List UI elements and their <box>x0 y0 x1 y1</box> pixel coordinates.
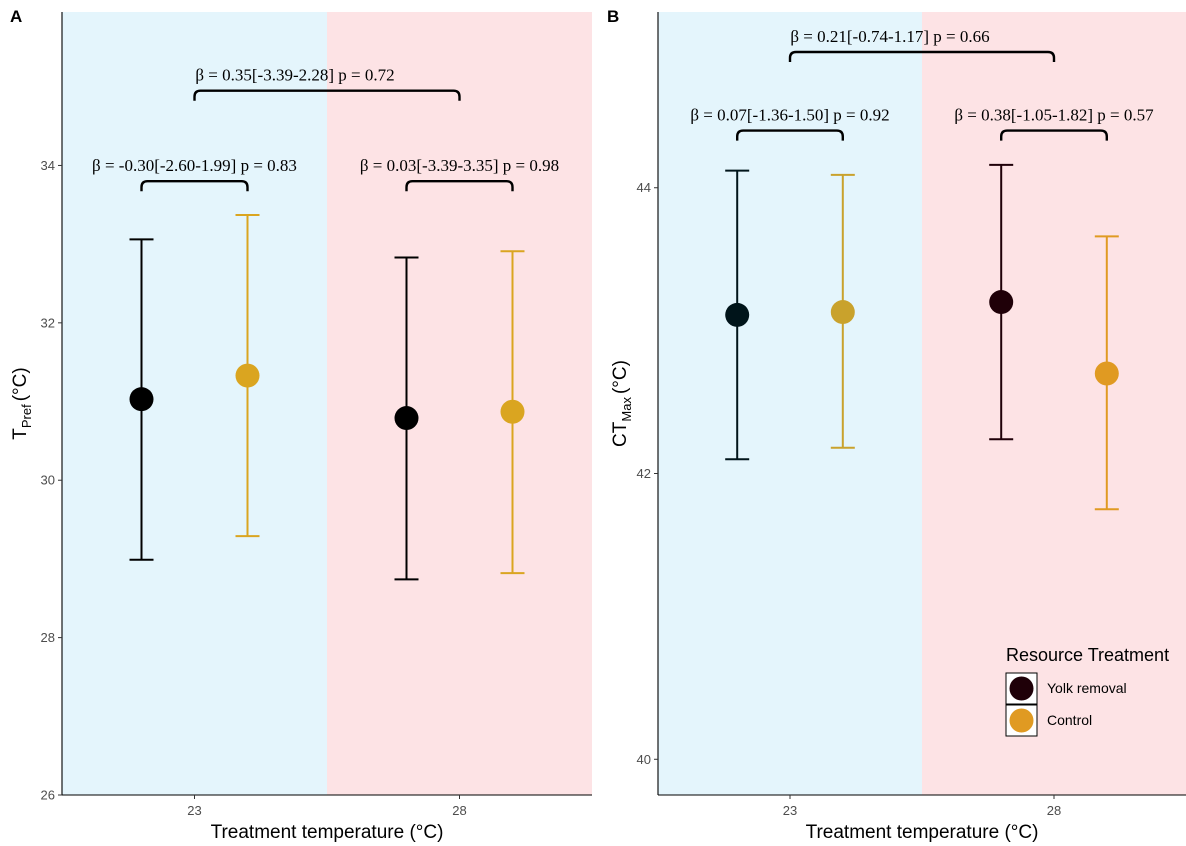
x-tick-label: 28 <box>452 803 466 818</box>
background-band-28 <box>922 12 1186 795</box>
y-tick-label: 28 <box>41 630 55 645</box>
y-tick-label: 26 <box>41 788 55 803</box>
data-point <box>1094 361 1119 386</box>
data-point <box>725 302 750 327</box>
errorbar-yolk-removal-28 <box>989 163 1014 441</box>
data-point <box>394 406 419 431</box>
background-band-23 <box>62 12 327 795</box>
annotation-label: β = 0.35[-3.39-2.28] p = 0.72 <box>195 66 394 85</box>
annotation-label: β = -0.30[-2.60-1.99] p = 0.83 <box>92 156 297 175</box>
data-point <box>989 290 1014 315</box>
x-axis-title: Treatment temperature (°C) <box>211 822 444 843</box>
data-point <box>129 387 154 412</box>
legend-label: Yolk removal <box>1047 680 1127 696</box>
legend-key-marker <box>1009 708 1034 733</box>
y-axis-title: TPref (°C) <box>10 367 34 439</box>
x-tick-label: 23 <box>187 803 201 818</box>
y-tick-label: 34 <box>41 158 55 173</box>
significance-bracket <box>140 179 249 192</box>
y-axis-title-main: T <box>10 428 31 440</box>
y-axis-title-subscript: Max <box>619 397 634 422</box>
y-tick-label: 44 <box>637 180 651 195</box>
y-tick-label: 42 <box>637 466 651 481</box>
significance-bracket <box>1000 129 1108 141</box>
errorbar-control-28 <box>500 250 525 575</box>
errorbar-yolk-removal-23 <box>725 169 750 461</box>
significance-bracket <box>405 179 514 192</box>
data-point <box>500 399 525 424</box>
y-axis-title-subscript: Pref <box>19 404 34 428</box>
y-axis-title-main: CT <box>610 421 631 447</box>
legend-title: Resource Treatment <box>1006 645 1169 665</box>
x-tick-label: 23 <box>783 803 797 818</box>
annotation-label: β = 0.21[-0.74-1.17] p = 0.66 <box>790 27 989 46</box>
x-axis-title: Treatment temperature (°C) <box>806 822 1039 843</box>
y-axis-title-unit: (°C) <box>10 367 31 401</box>
annotation-label: β = 0.03[-3.39-3.35] p = 0.98 <box>360 156 559 175</box>
x-tick-label: 28 <box>1047 803 1061 818</box>
data-point <box>235 363 260 388</box>
panel-letter: B <box>607 7 619 26</box>
legend-key-marker <box>1009 676 1034 701</box>
legend: Resource Treatment Yolk removal Control <box>1005 645 1169 737</box>
y-tick-label: 32 <box>41 315 55 330</box>
y-axis-title: CTMax (°C) <box>610 360 634 447</box>
y-tick-label: 30 <box>41 473 55 488</box>
y-axis-title-unit: (°C) <box>610 360 631 394</box>
panel-letter: A <box>10 7 22 26</box>
significance-bracket <box>193 89 461 101</box>
errorbar-control-23 <box>235 214 260 538</box>
background-band-28 <box>327 12 592 795</box>
data-point <box>830 300 855 325</box>
errorbar-control-28 <box>1094 235 1119 511</box>
significance-bracket <box>736 129 844 141</box>
annotation-label: β = 0.38[-1.05-1.82] p = 0.57 <box>954 106 1154 125</box>
annotation-label: β = 0.07[-1.36-1.50] p = 0.92 <box>690 106 889 125</box>
panel-a: 26 28 30 32 34 23 28 A Treatment temperature (°C… <box>10 7 592 843</box>
legend-label: Control <box>1047 712 1092 728</box>
y-tick-label: 40 <box>637 752 651 767</box>
panel-b: 40 42 44 23 28 B Treatment temperature (°C) CTM… <box>607 7 1186 843</box>
errorbar-yolk-removal-28 <box>394 256 419 581</box>
significance-bracket <box>788 50 1056 63</box>
background-band-23 <box>658 12 922 795</box>
errorbar-yolk-removal-23 <box>129 238 154 561</box>
errorbar-control-23 <box>830 173 855 449</box>
